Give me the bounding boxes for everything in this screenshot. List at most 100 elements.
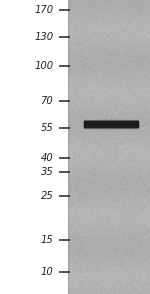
Point <box>119 181 122 186</box>
Point <box>134 270 136 275</box>
Point <box>136 213 138 218</box>
Point <box>84 60 86 65</box>
Point <box>145 236 148 241</box>
Point <box>114 195 116 200</box>
Point <box>75 139 77 143</box>
Point <box>98 19 101 23</box>
Point <box>136 273 139 278</box>
Point <box>116 215 119 219</box>
Point <box>140 288 142 293</box>
Point <box>72 131 75 135</box>
Point <box>88 153 90 158</box>
Point <box>129 159 131 164</box>
Point <box>71 42 73 47</box>
Point <box>78 32 80 37</box>
Point <box>114 276 116 281</box>
Point <box>126 245 128 250</box>
Point <box>78 173 80 178</box>
Point <box>129 182 132 187</box>
Point <box>146 3 148 8</box>
Point <box>104 131 107 135</box>
Point <box>83 123 85 128</box>
Point <box>79 138 81 143</box>
Point <box>88 53 90 58</box>
Point <box>80 61 82 66</box>
Point <box>83 31 85 35</box>
Point <box>87 41 90 45</box>
Point <box>84 90 87 95</box>
Point <box>74 159 77 164</box>
Point <box>81 168 83 173</box>
Point <box>73 216 75 220</box>
Point <box>82 259 84 264</box>
Point <box>117 240 120 245</box>
Point <box>121 191 123 196</box>
Point <box>88 219 91 224</box>
Point <box>128 94 130 99</box>
Point <box>132 193 134 197</box>
Point <box>137 208 140 212</box>
Point <box>104 275 106 280</box>
Point <box>121 211 123 216</box>
Point <box>74 222 77 227</box>
Point <box>142 270 144 274</box>
Point <box>112 11 114 16</box>
Point <box>144 227 146 231</box>
Point <box>91 128 94 133</box>
Point <box>118 102 120 107</box>
Point <box>104 95 106 100</box>
Point <box>114 91 117 95</box>
Point <box>115 91 118 96</box>
Bar <box>68 209 150 212</box>
Point <box>134 175 137 179</box>
Point <box>74 16 76 21</box>
Point <box>145 99 147 103</box>
Point <box>131 220 134 225</box>
Point <box>96 149 99 153</box>
Point <box>101 164 104 168</box>
Point <box>92 16 94 21</box>
Point <box>144 205 147 210</box>
Point <box>87 230 89 234</box>
Point <box>129 71 131 76</box>
Point <box>77 208 80 213</box>
Point <box>100 189 103 194</box>
Point <box>143 258 146 262</box>
Point <box>95 42 97 47</box>
Point <box>142 82 144 87</box>
Point <box>83 95 85 100</box>
Point <box>138 20 141 25</box>
Point <box>108 121 111 126</box>
Point <box>104 218 106 223</box>
Point <box>117 203 120 208</box>
Point <box>103 49 106 54</box>
Point <box>116 166 118 171</box>
Point <box>143 25 146 29</box>
Point <box>111 92 114 97</box>
Point <box>101 132 104 137</box>
Point <box>131 22 133 26</box>
Point <box>144 113 146 118</box>
Point <box>121 113 124 117</box>
Point <box>74 210 77 215</box>
Point <box>83 64 85 69</box>
Point <box>113 214 115 219</box>
Point <box>103 112 106 116</box>
Point <box>132 119 134 123</box>
Point <box>99 107 102 111</box>
Point <box>111 121 114 126</box>
Point <box>132 243 134 247</box>
Point <box>101 225 103 230</box>
Point <box>135 83 137 88</box>
Bar <box>68 129 150 132</box>
Point <box>88 63 90 68</box>
Point <box>87 211 90 215</box>
Point <box>75 100 77 104</box>
Point <box>115 78 117 82</box>
Point <box>90 260 93 265</box>
Point <box>114 285 116 290</box>
Point <box>116 30 119 35</box>
Point <box>92 210 95 214</box>
Point <box>136 263 138 268</box>
Point <box>118 81 121 86</box>
